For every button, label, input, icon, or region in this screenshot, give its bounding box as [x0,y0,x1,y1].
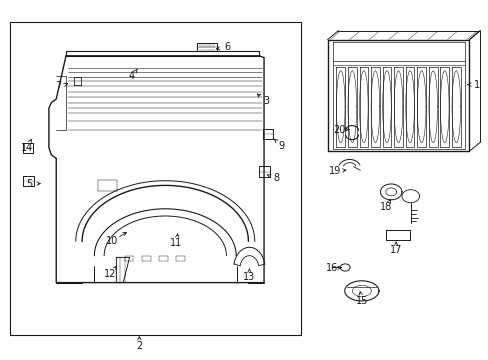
Text: 12: 12 [103,269,116,279]
Text: 17: 17 [389,245,402,255]
Text: 18: 18 [379,202,392,212]
Text: 1: 1 [473,80,479,90]
Text: 16: 16 [325,263,338,273]
Text: 13: 13 [243,272,255,282]
Text: 9: 9 [278,141,284,151]
Text: 19: 19 [328,166,341,176]
Text: 14: 14 [20,143,33,153]
Text: 8: 8 [273,173,279,183]
Text: 15: 15 [355,296,367,306]
Text: 7: 7 [56,81,61,91]
Text: 6: 6 [224,42,230,52]
Bar [10,22,300,335]
Text: 10: 10 [106,236,119,246]
Text: 4: 4 [129,71,135,81]
Text: 2: 2 [136,341,142,351]
Text: 5: 5 [26,179,32,189]
Text: 20: 20 [333,125,346,135]
Text: 11: 11 [169,238,182,248]
Text: 3: 3 [263,96,269,106]
